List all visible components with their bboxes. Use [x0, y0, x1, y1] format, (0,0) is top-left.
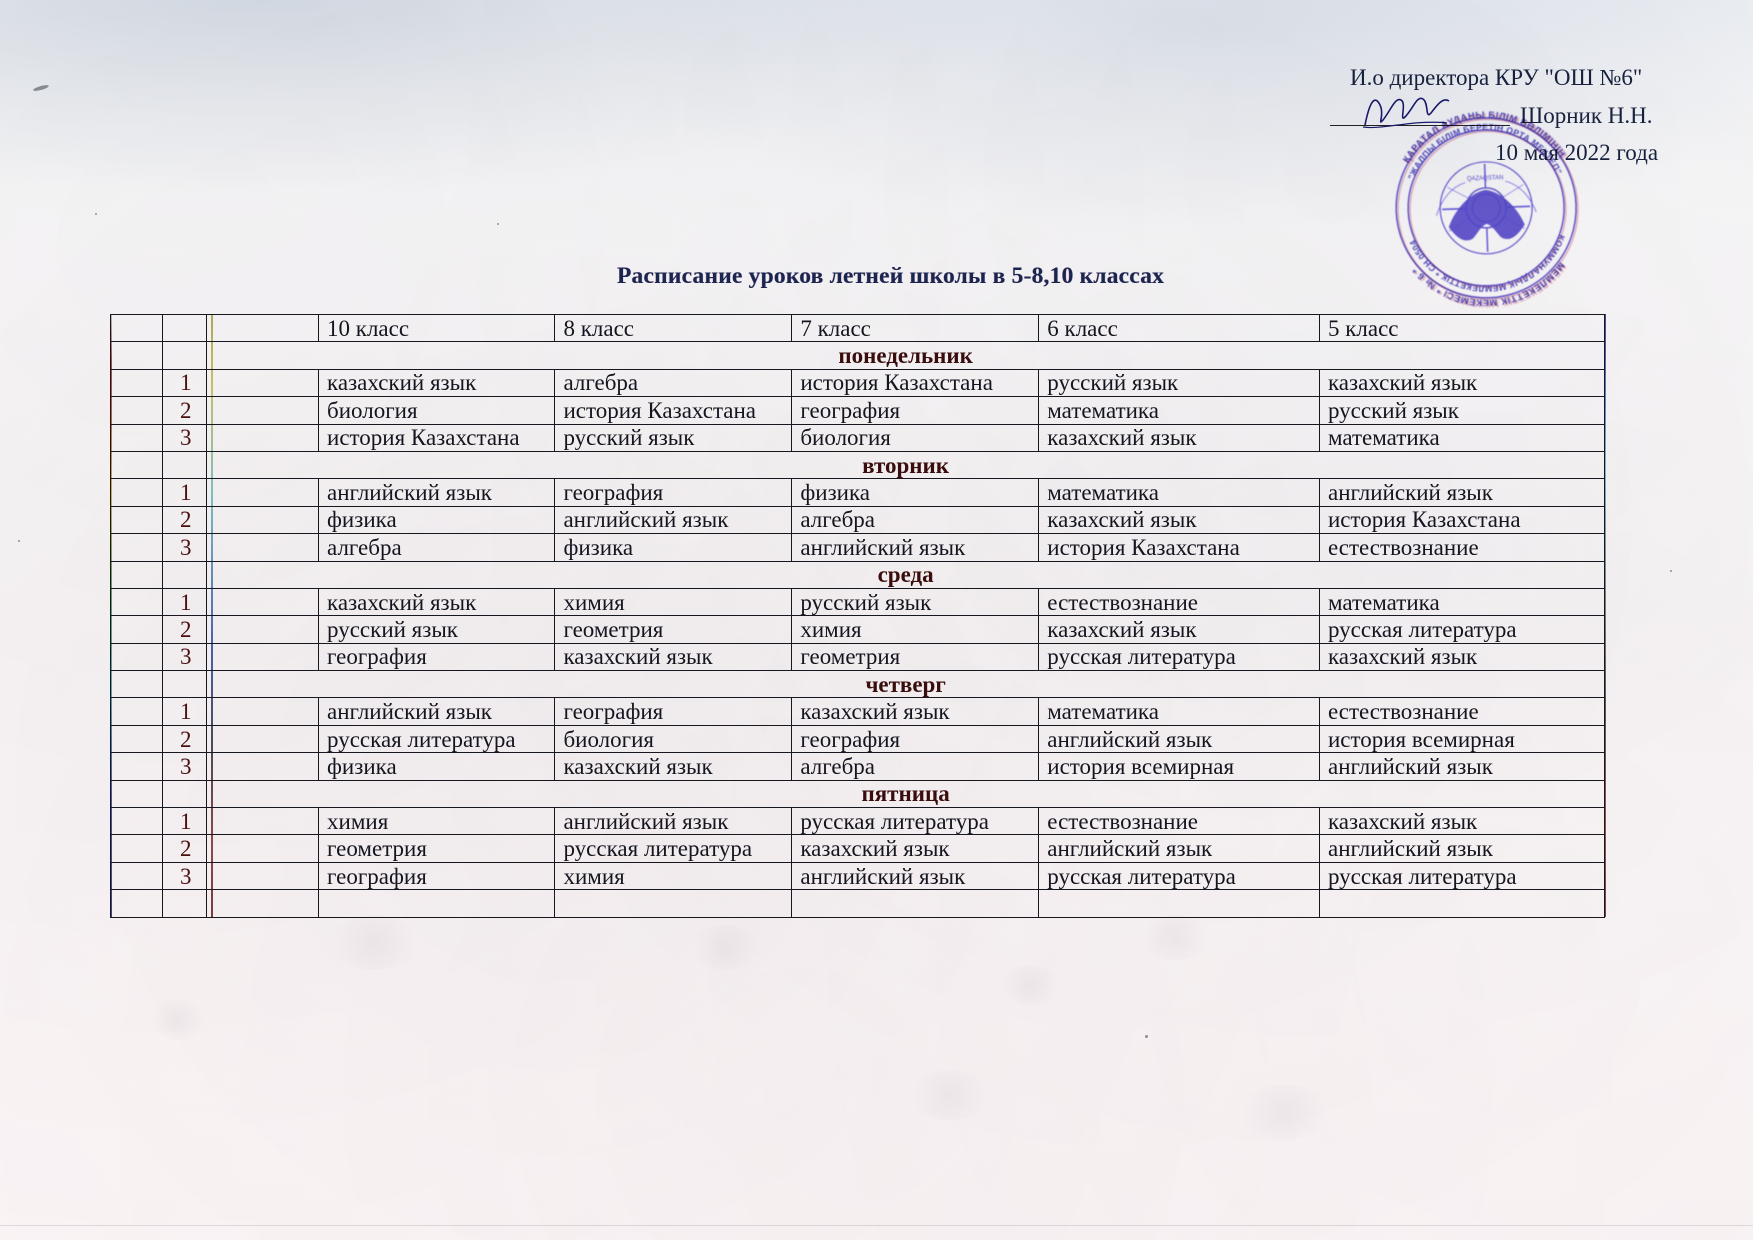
- svg-text:QAZAQSTAN: QAZAQSTAN: [1467, 175, 1504, 182]
